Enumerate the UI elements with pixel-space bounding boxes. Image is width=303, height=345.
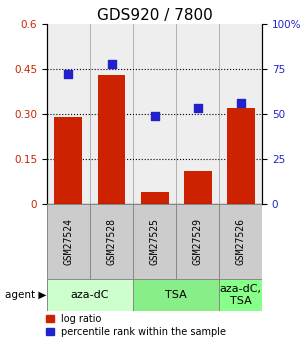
Text: GSM27524: GSM27524 [63, 218, 74, 265]
Bar [184, 171, 211, 204]
Point [66, 72, 71, 77]
Bar [219, 204, 262, 279]
Text: agent ▶: agent ▶ [5, 290, 46, 300]
Point [238, 100, 243, 106]
Point [195, 106, 200, 111]
Bar [227, 108, 255, 204]
Bar [47, 279, 133, 311]
Text: aza-dC: aza-dC [71, 290, 109, 300]
Bar [55, 117, 82, 204]
Bar [141, 191, 168, 204]
Bar [176, 204, 219, 279]
Text: GSM27529: GSM27529 [192, 218, 203, 265]
Legend: log ratio, percentile rank within the sample: log ratio, percentile rank within the sa… [46, 314, 226, 337]
Text: GSM27528: GSM27528 [106, 218, 117, 265]
Text: aza-dC,
TSA: aza-dC, TSA [220, 284, 261, 306]
Bar [219, 279, 262, 311]
Bar [98, 75, 125, 204]
Text: GSM27525: GSM27525 [149, 218, 160, 265]
Bar [90, 204, 133, 279]
Point [109, 61, 114, 66]
Text: GSM27526: GSM27526 [235, 218, 246, 265]
Bar [133, 204, 176, 279]
Title: GDS920 / 7800: GDS920 / 7800 [97, 8, 212, 23]
Bar [133, 279, 219, 311]
Text: TSA: TSA [165, 290, 187, 300]
Bar [47, 204, 90, 279]
Point [152, 113, 157, 118]
